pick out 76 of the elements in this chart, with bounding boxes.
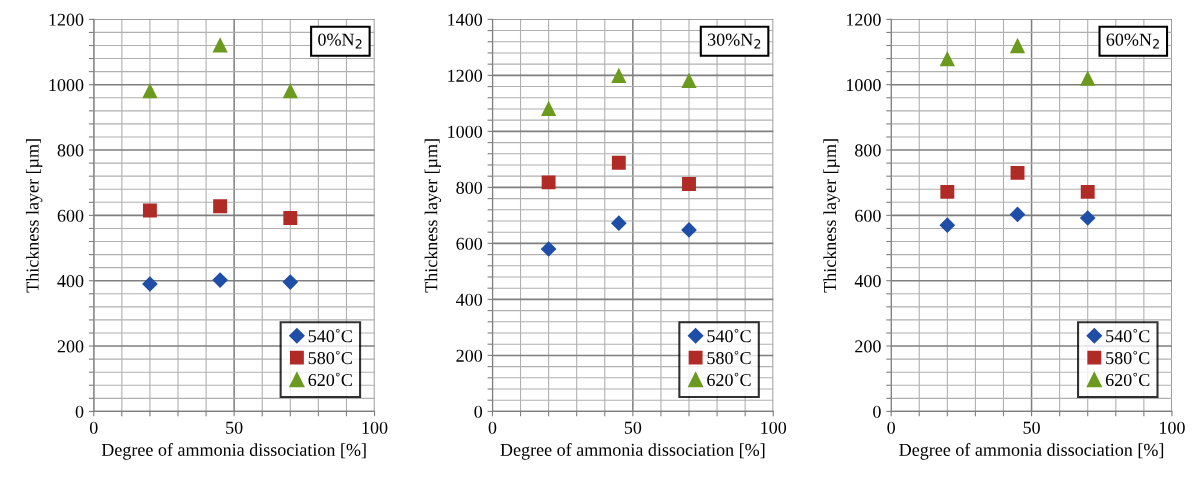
y-tick-label: 400 — [854, 274, 881, 288]
y-tick-label: 1000 — [448, 125, 483, 138]
y-tick-label: 600 — [855, 209, 881, 222]
y-tick-label: 1000 — [49, 78, 84, 92]
point — [610, 215, 627, 232]
legend-label: 620˚C — [707, 372, 751, 387]
point — [682, 177, 696, 191]
point — [1080, 70, 1096, 86]
point — [283, 211, 298, 225]
y-tick-label: 800 — [855, 144, 881, 157]
x-tick-label: 0 — [488, 421, 497, 434]
point — [939, 50, 955, 67]
x-tick-label: 50 — [1023, 421, 1040, 434]
y-tick-label: 0 — [75, 405, 84, 418]
point — [212, 272, 228, 288]
point — [1079, 210, 1096, 226]
y-tick-label: 400 — [57, 274, 84, 288]
x-axis-title: Degree of ammonia dissociation [%] — [500, 443, 765, 460]
point — [940, 184, 955, 199]
y-tick-label: 0 — [873, 405, 881, 418]
y-axis-title: Thickness layer [µm] — [823, 139, 840, 293]
y-axis-title: Thickness layer [µm] — [424, 139, 442, 293]
point — [142, 82, 158, 99]
x-tick-label: 0 — [89, 421, 98, 434]
point — [611, 155, 626, 170]
x-tick-label: 100 — [362, 421, 388, 434]
y-tick-label: 800 — [456, 181, 483, 194]
y-tick-label: 400 — [456, 293, 483, 306]
y-tick-label: 800 — [57, 144, 84, 157]
legend-label: 540˚C — [707, 329, 751, 343]
y-axis-title: Thickness layer [µm] — [25, 139, 43, 293]
point — [1009, 206, 1026, 223]
point — [213, 199, 228, 214]
legend-label: 540˚C — [308, 329, 352, 343]
point — [282, 82, 298, 99]
x-axis-title: Degree of ammonia dissociation [%] — [899, 443, 1164, 460]
x-tick-label: 50 — [624, 421, 642, 434]
y-tick-label: 1000 — [846, 78, 881, 92]
point — [541, 175, 556, 190]
y-tick-label: 200 — [57, 340, 84, 353]
point — [540, 100, 557, 117]
x-tick-label: 100 — [761, 421, 787, 434]
point — [142, 276, 158, 292]
y-tick-label: 0 — [474, 405, 483, 418]
legend-label: 620˚C — [1105, 372, 1150, 387]
x-tick-label: 100 — [1160, 421, 1185, 434]
point — [282, 274, 299, 290]
point — [142, 203, 157, 218]
point — [1009, 37, 1026, 54]
y-tick-label: 1200 — [49, 13, 84, 26]
point — [611, 67, 627, 83]
point — [540, 241, 557, 257]
legend-label: 580˚C — [1106, 350, 1150, 365]
point — [681, 72, 697, 89]
point — [212, 37, 228, 53]
y-tick-label: 200 — [855, 340, 881, 353]
annotation: 30%N$_{2}$ — [707, 33, 761, 49]
x-axis-title: Degree of ammonia dissociation [%] — [101, 443, 366, 460]
point — [1080, 184, 1095, 199]
point — [939, 217, 956, 234]
y-tick-label: 600 — [57, 209, 84, 222]
legend-label: 580˚C — [707, 350, 751, 365]
y-tick-label: 600 — [456, 237, 483, 250]
y-tick-label: 200 — [456, 349, 483, 362]
legend-label: 580˚C — [308, 350, 352, 365]
annotation: 0%N$_{2}$ — [318, 33, 362, 49]
point — [1010, 165, 1025, 180]
x-tick-label: 50 — [226, 421, 243, 434]
annotation: 60%N$_{2}$ — [1106, 33, 1159, 49]
legend-label: 620˚C — [308, 372, 352, 387]
y-tick-label: 1200 — [846, 13, 881, 26]
x-tick-label: 0 — [887, 421, 895, 434]
legend-label: 540˚C — [1106, 329, 1150, 343]
point — [681, 222, 697, 238]
y-tick-label: 1400 — [448, 13, 483, 26]
y-tick-label: 1200 — [448, 69, 483, 82]
